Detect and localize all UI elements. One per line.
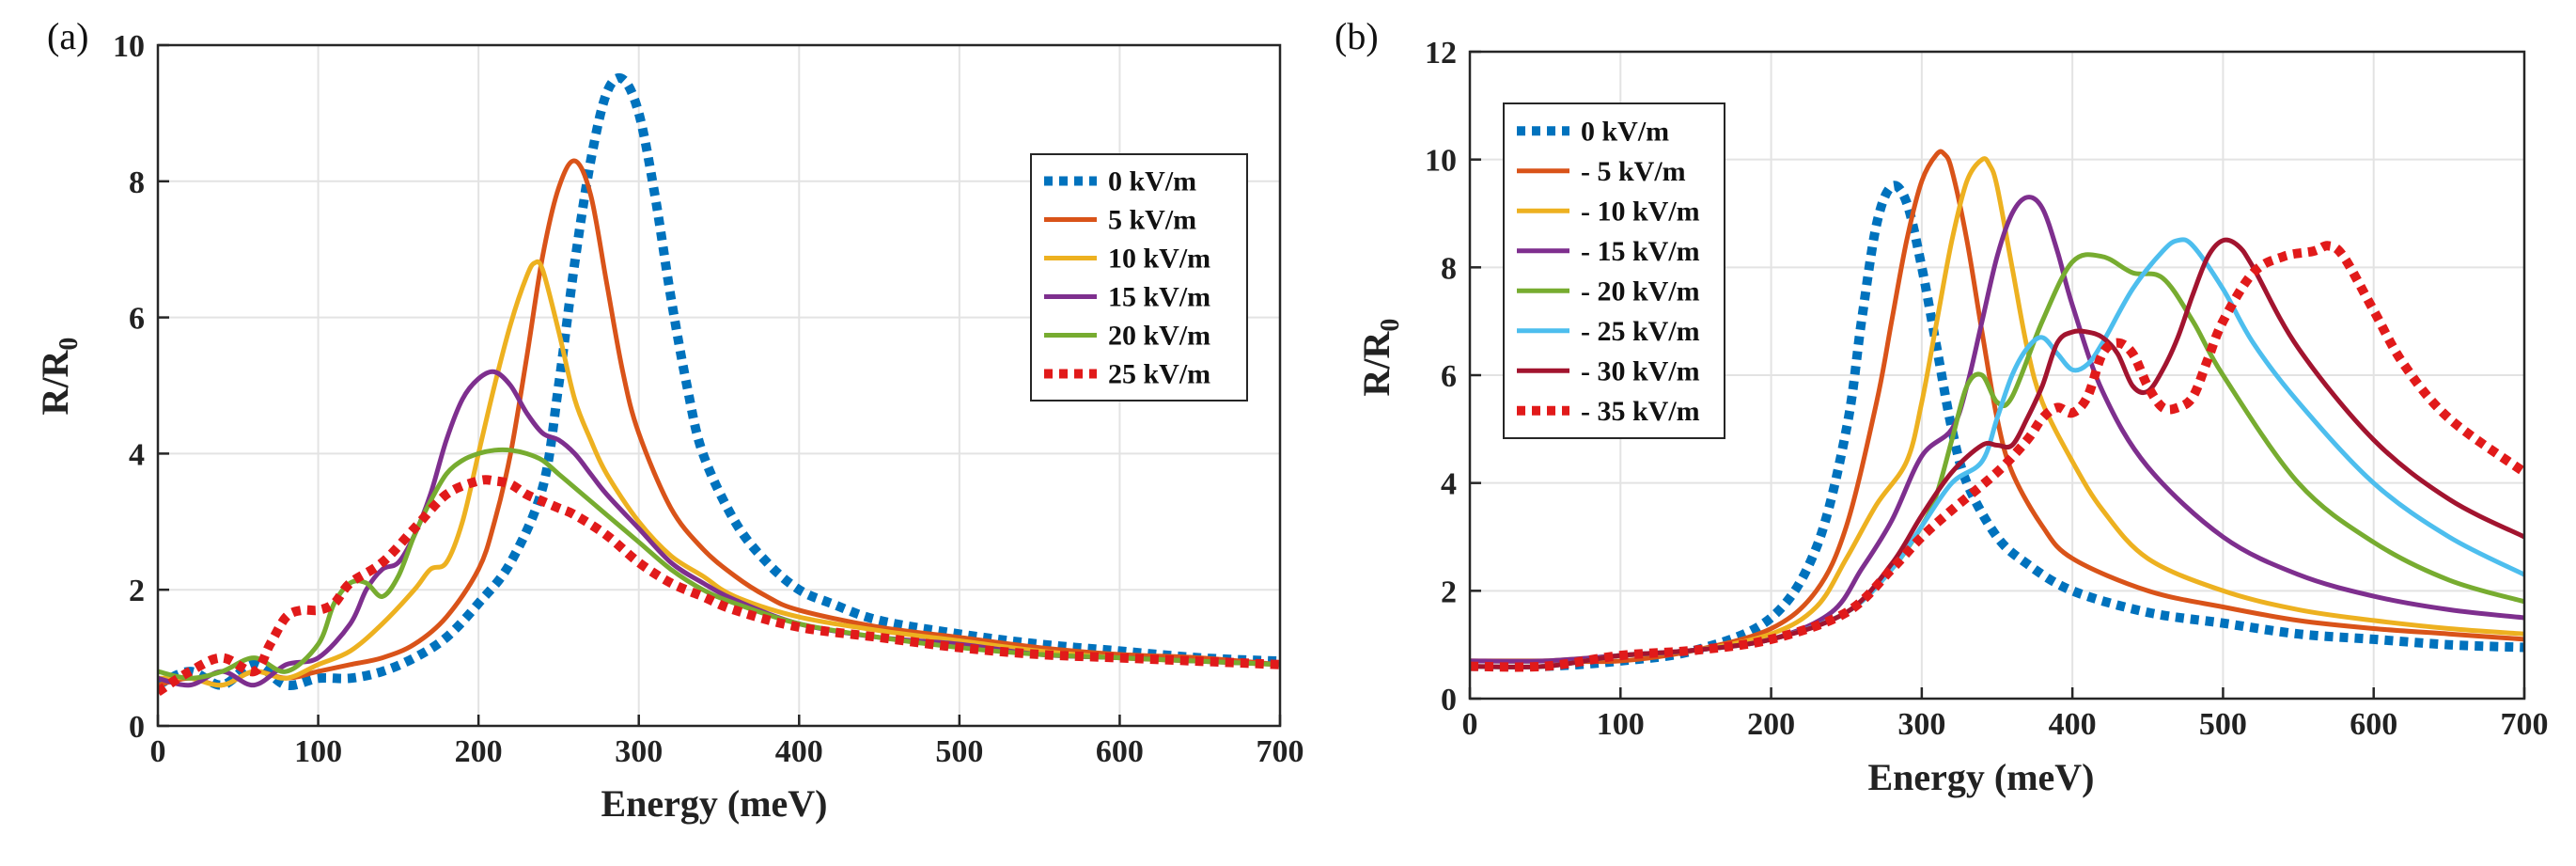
x-tick-label: 600 — [1096, 734, 1144, 769]
panel-b-series — [1470, 149, 2524, 672]
y-tick-label: 10 — [1425, 144, 1457, 179]
y-tick-label: 6 — [129, 302, 145, 337]
legend-label: - 20 kV/m — [1581, 276, 1700, 307]
panel-b-y-axis-label-sub: 0 — [1376, 319, 1405, 332]
x-tick-label: 300 — [1897, 707, 1945, 742]
chart-panel-a: (a) 0 100 200 300 400 500 600 700 0 2 4 6 8 10 Energy… — [34, 15, 1304, 825]
x-tick-label: 500 — [2199, 707, 2247, 742]
panel-a-x-axis-label: Energy (meV) — [601, 782, 827, 825]
legend-label: 25 kV/m — [1108, 359, 1210, 390]
series-line-0-kv-m — [1470, 181, 2524, 672]
x-tick-label: 0 — [1462, 707, 1478, 742]
series-line-5-kv-m — [1470, 149, 2524, 665]
y-tick-label: 8 — [1441, 251, 1457, 286]
panel-a-y-axis-label-sub: 0 — [55, 338, 84, 351]
series-line-15-kv-m — [158, 369, 1280, 688]
legend-label: - 25 kV/m — [1581, 316, 1700, 347]
panel-b-legend: 0 kV/m - 5 kV/m - 10 kV/m - 15 kV/m - 20 kV/… — [1503, 102, 1725, 439]
panel-b-x-axis-label: Energy (meV) — [1867, 756, 2094, 798]
x-tick-label: 500 — [935, 734, 983, 769]
y-tick-label: 10 — [113, 29, 145, 64]
legend-label: 20 kV/m — [1108, 321, 1210, 352]
x-tick-label: 200 — [455, 734, 503, 769]
legend-label: 0 kV/m — [1581, 116, 1669, 147]
legend-box — [1503, 102, 1725, 439]
panel-a-y-axis-label-main: R/R — [34, 349, 76, 415]
x-tick-label: 100 — [1597, 707, 1645, 742]
axes-frame — [156, 43, 1282, 728]
legend-label: - 30 kV/m — [1581, 355, 1700, 386]
x-tick-label: 0 — [150, 734, 166, 769]
panel-a-legend: 0 kV/m 5 kV/m 10 kV/m 15 kV/m 20 kV/m 25 kV/m — [1030, 153, 1248, 402]
panel-a-axes — [156, 43, 1282, 728]
x-tick-label: 600 — [2350, 707, 2397, 742]
legend-label: - 15 kV/m — [1581, 236, 1700, 267]
y-tick-label: 2 — [129, 574, 145, 608]
legend-label: - 35 kV/m — [1581, 396, 1700, 427]
panel-b-y-axis-label: R/R0 — [1355, 319, 1405, 397]
y-tick-label: 4 — [129, 437, 145, 472]
legend-label: - 5 kV/m — [1581, 156, 1686, 187]
panel-a-tick-labels: 0 100 200 300 400 500 600 700 0 2 4 6 8 10 — [113, 29, 1304, 769]
legend-box — [1030, 153, 1248, 402]
x-tick-label: 400 — [2049, 707, 2097, 742]
legend-label: - 10 kV/m — [1581, 196, 1700, 227]
panel-b-y-axis-label-main: R/R — [1355, 330, 1397, 396]
series-line-5-kv-m — [158, 158, 1280, 688]
series-line-10-kv-m — [1470, 156, 2524, 664]
legend-label: 15 kV/m — [1108, 282, 1210, 313]
panel-b-axes — [1468, 50, 2526, 701]
y-tick-label: 0 — [1441, 683, 1457, 717]
series-line-20-kv-m — [158, 447, 1280, 681]
y-tick-label: 0 — [129, 710, 145, 745]
x-tick-label: 300 — [615, 734, 663, 769]
series-line-25-kv-m — [158, 475, 1280, 697]
x-tick-label: 400 — [775, 734, 823, 769]
x-tick-label: 700 — [1257, 734, 1304, 769]
panel-b-tick-labels: 0 100 200 300 400 500 600 700 0 2 4 6 8 10 12 — [1425, 36, 2549, 742]
panel-a-series — [158, 72, 1280, 697]
y-tick-label: 12 — [1425, 36, 1457, 71]
y-tick-label: 8 — [129, 165, 145, 200]
y-tick-label: 6 — [1441, 359, 1457, 394]
legend-label: 0 kV/m — [1108, 166, 1196, 197]
series-line-0-kv-m — [158, 72, 1280, 691]
y-tick-label: 2 — [1441, 575, 1457, 609]
legend-label: 5 kV/m — [1108, 205, 1196, 236]
x-tick-label: 700 — [2501, 707, 2549, 742]
legend-label: 10 kV/m — [1108, 244, 1210, 275]
x-tick-label: 200 — [1747, 707, 1795, 742]
series-line-10-kv-m — [158, 259, 1280, 688]
series-line-35-kv-m — [1470, 241, 2524, 672]
chart-panel-b: (b) 0 100 200 300 400 500 600 700 0 2 4 6 8 10 12 Ener… — [1335, 15, 2549, 798]
y-tick-label: 4 — [1441, 467, 1457, 502]
panel-a-y-axis-label: R/R0 — [34, 338, 84, 416]
panel-a-label: (a) — [47, 15, 88, 57]
panel-b-label: (b) — [1335, 15, 1379, 57]
x-tick-label: 100 — [294, 734, 342, 769]
